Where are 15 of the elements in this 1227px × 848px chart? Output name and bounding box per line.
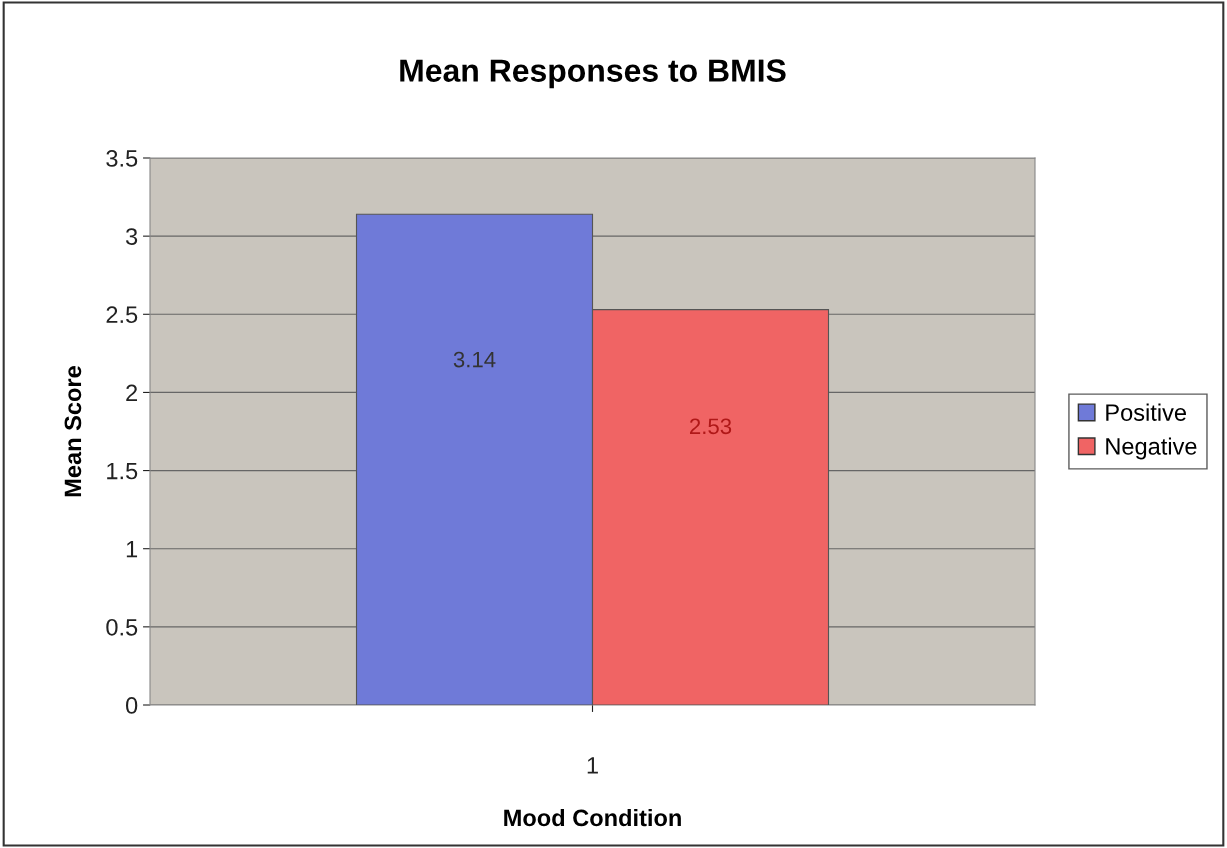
data-label: 2.53 xyxy=(689,418,732,435)
y-tick-label: 1 xyxy=(126,541,138,558)
legend-label: Positive xyxy=(1106,403,1186,421)
data-label: 3.14 xyxy=(453,351,496,368)
y-tick-label: 3.5 xyxy=(106,150,138,167)
y-tick-label: 0 xyxy=(125,697,138,714)
y-tick-label: 2 xyxy=(126,384,138,401)
chart-title: Mean Responses to BMIS xyxy=(400,59,786,89)
y-tick-label: 1.5 xyxy=(107,462,138,480)
x-axis-title: Mood Condition xyxy=(504,808,681,827)
legend-label: Negative xyxy=(1106,437,1197,460)
y-tick-label: 3 xyxy=(125,228,138,245)
y-tick-label: 0.5 xyxy=(106,618,138,636)
y-tick-label: 2.5 xyxy=(106,306,138,324)
y-axis-title: Mean Score xyxy=(64,366,82,497)
